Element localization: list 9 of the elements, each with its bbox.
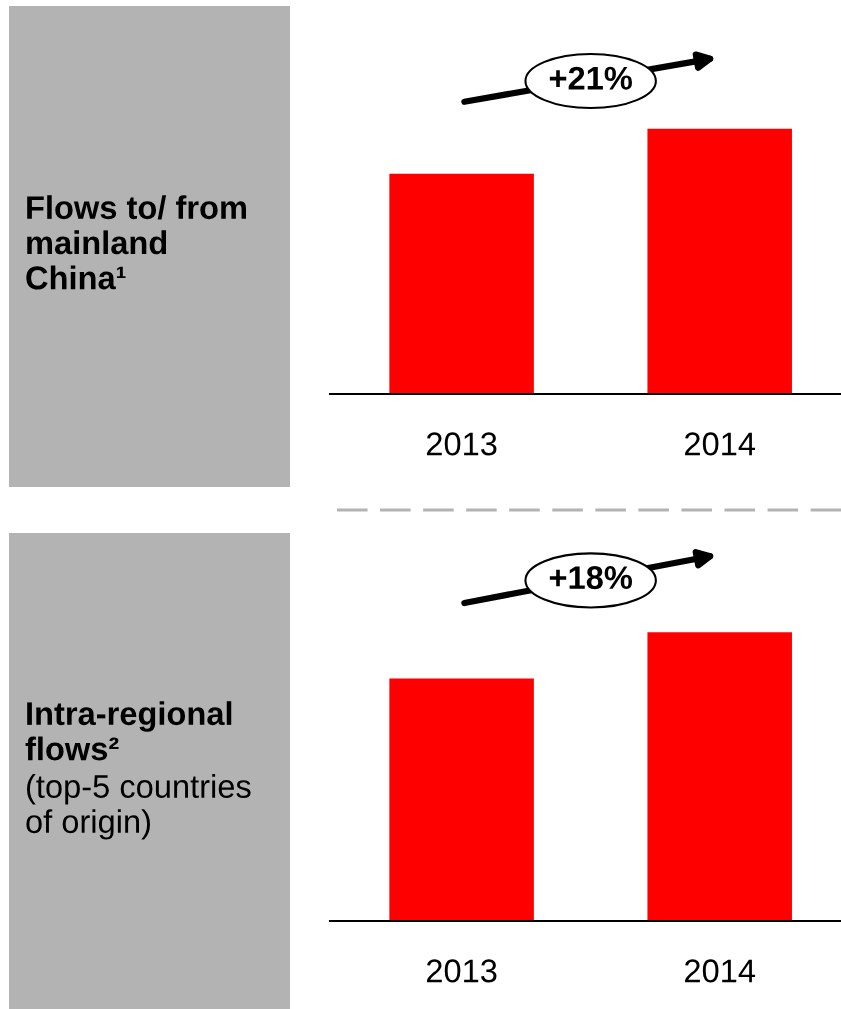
x-tick-label: 2014 xyxy=(685,432,756,456)
text: (top-5 countries of origin) xyxy=(26,774,251,840)
text: Intra-regional flows² xyxy=(25,701,232,761)
x-tick-label: 2013 xyxy=(426,432,497,456)
text: Flows to/ from mainland China¹ xyxy=(26,195,246,290)
x-tick-label: 2013 xyxy=(426,959,497,983)
x-tick-label: 2014 xyxy=(685,959,756,983)
text: +18% xyxy=(549,566,632,590)
text: +21% xyxy=(549,66,632,90)
